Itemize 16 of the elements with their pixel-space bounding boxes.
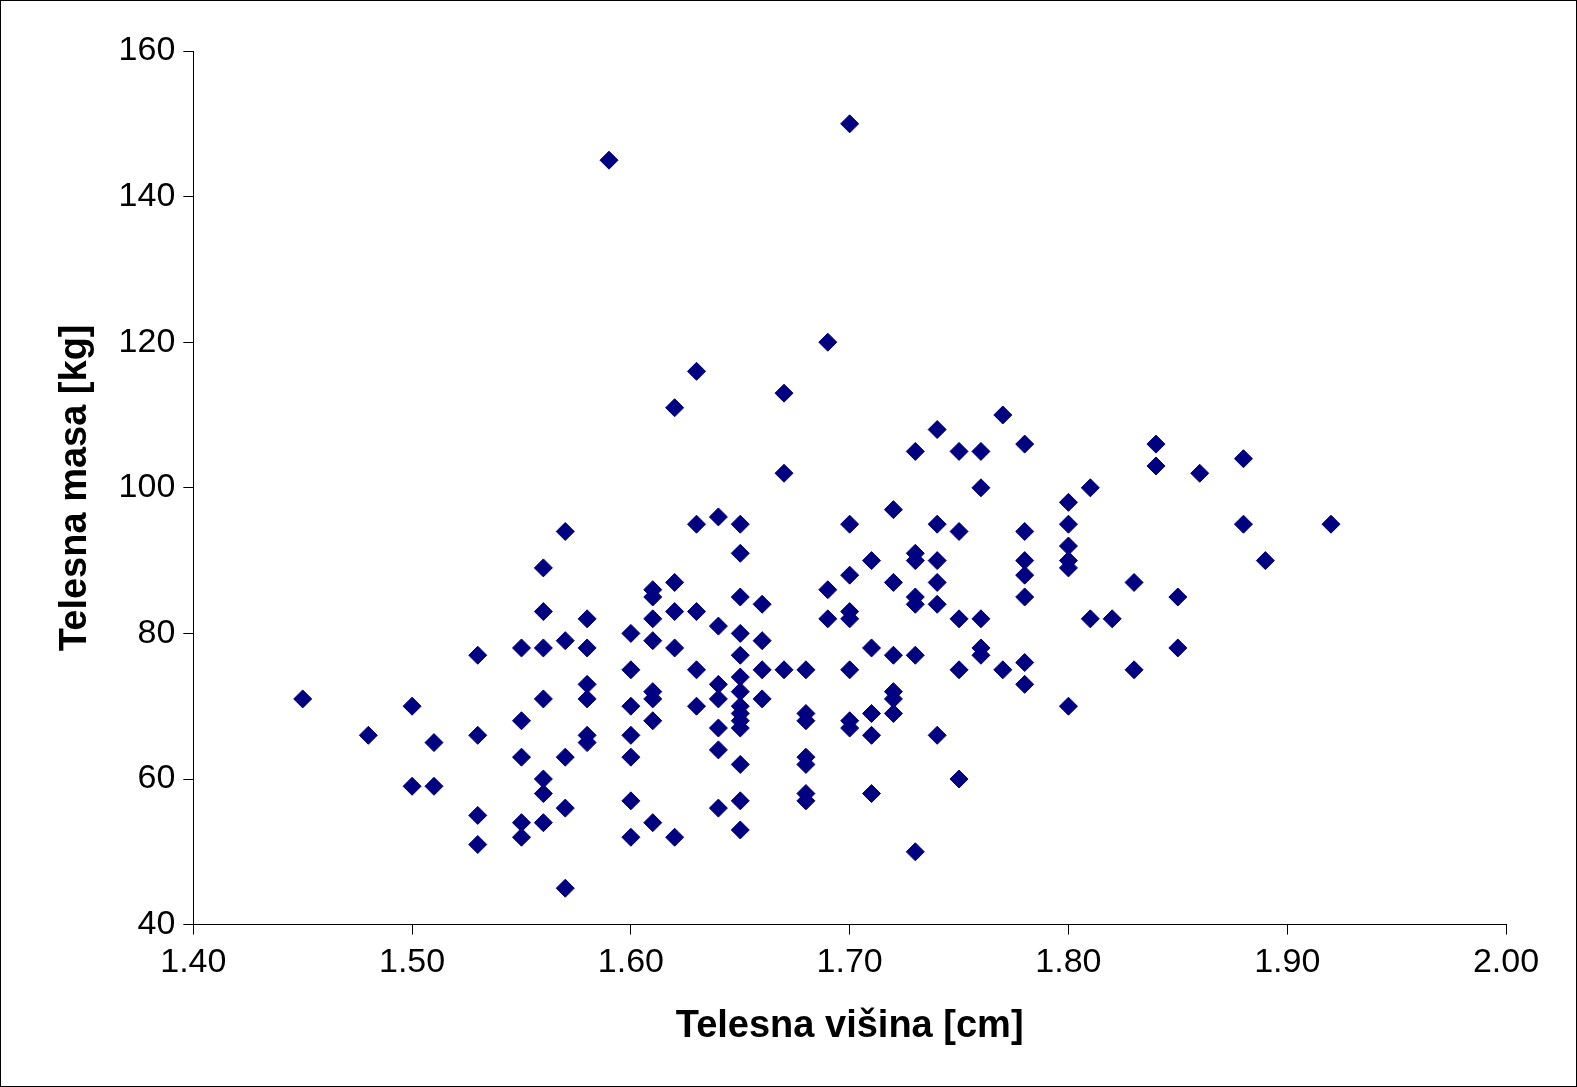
x-tick-label: 1.60 (597, 941, 664, 980)
y-tick-label: 140 (118, 174, 176, 213)
y-tick-label: 40 (137, 902, 176, 941)
y-axis-title: Telesna masa [kg] (52, 324, 95, 652)
x-tick-label: 1.90 (1254, 941, 1321, 980)
x-tick-label: 1.70 (816, 941, 883, 980)
x-tick-label: 1.40 (160, 941, 227, 980)
y-tick-label: 60 (137, 757, 176, 796)
x-axis-title: Telesna višina [cm] (675, 1002, 1024, 1045)
y-tick-label: 120 (118, 320, 176, 359)
y-tick-label: 80 (137, 611, 176, 650)
y-tick-label: 100 (118, 466, 176, 505)
x-tick-label: 1.50 (379, 941, 446, 980)
x-tick-label: 2.00 (1472, 941, 1540, 980)
y-tick-label: 160 (118, 29, 176, 68)
x-tick-label: 1.80 (1035, 941, 1102, 980)
